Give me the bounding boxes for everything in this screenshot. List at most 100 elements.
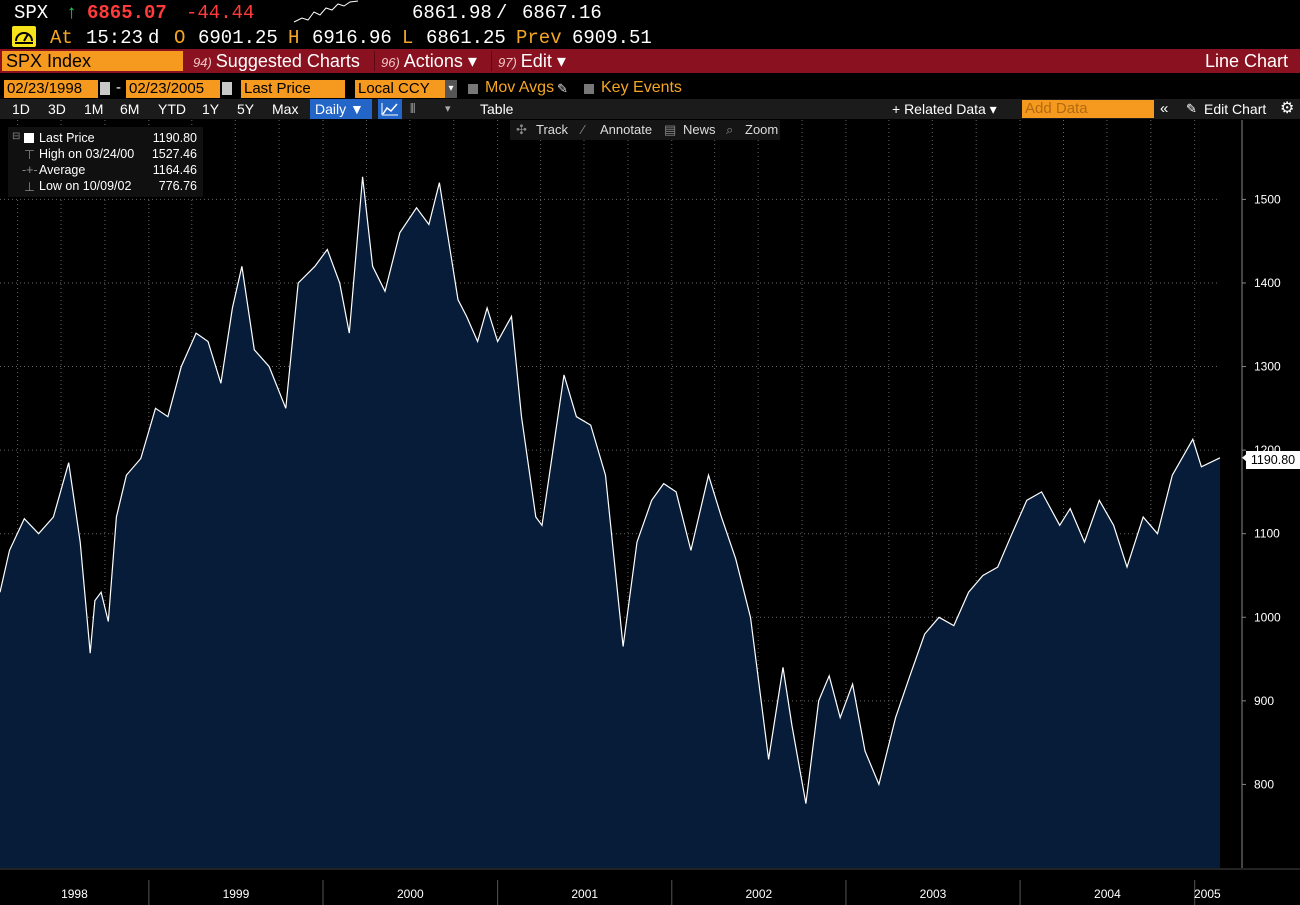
range-1d-button[interactable]: 1D bbox=[12, 101, 30, 117]
open-price: 6901.25 bbox=[198, 27, 278, 49]
y-tick-label: 1100 bbox=[1254, 527, 1280, 541]
high-marker-icon: ⊤ bbox=[24, 148, 35, 162]
y-tick-label: 900 bbox=[1254, 694, 1274, 708]
gear-icon[interactable]: ⚙ bbox=[1280, 100, 1295, 117]
legend-low-value: 776.76 bbox=[158, 179, 197, 193]
y-tick-label: 800 bbox=[1254, 777, 1274, 791]
range-1m-button[interactable]: 1M bbox=[84, 101, 104, 117]
legend-low-label: Low on 10/09/02 bbox=[39, 179, 132, 193]
menu-edit[interactable]: 97) Edit ▾ bbox=[498, 49, 566, 73]
chart-type-title: Line Chart bbox=[1204, 51, 1288, 71]
menu-label: Actions ▾ bbox=[403, 51, 477, 71]
menu-number: 97) bbox=[498, 55, 517, 70]
quote-header: SPX ↑ 6865.07 -44.44 6861.98 / 6867.16 bbox=[0, 0, 1300, 25]
range-ytd-button[interactable]: YTD bbox=[158, 101, 186, 117]
pencil-icon[interactable]: ✎ bbox=[557, 81, 568, 96]
zoom-tool[interactable]: Zoom bbox=[745, 122, 779, 137]
y-tick-label: 1000 bbox=[1254, 610, 1281, 624]
prev-price: 6909.51 bbox=[572, 27, 652, 49]
current-price-label: 1190.80 bbox=[1246, 451, 1300, 469]
field-select[interactable]: Last Price bbox=[241, 80, 345, 98]
price-chart[interactable]: 8009001000110012001300140015001998199920… bbox=[0, 120, 1300, 905]
date-range-dash: - bbox=[116, 79, 121, 96]
x-tick-label: 2002 bbox=[746, 887, 773, 901]
y-tick-label: 1500 bbox=[1254, 192, 1281, 206]
x-tick-label: 2004 bbox=[1094, 887, 1121, 901]
legend-high-value: 1527.46 bbox=[151, 147, 197, 161]
mov-avgs-label[interactable]: Mov Avgs bbox=[485, 79, 555, 96]
range-3d-button[interactable]: 3D bbox=[48, 101, 66, 117]
prev-label: Prev bbox=[516, 27, 562, 49]
bar-chart-icon[interactable]: ⫴ bbox=[410, 101, 416, 116]
currency-select[interactable]: Local CCY bbox=[355, 80, 445, 98]
calendar-icon[interactable] bbox=[100, 82, 110, 95]
news-icon: ▤ bbox=[664, 122, 677, 137]
low-label: L bbox=[402, 27, 414, 49]
menu-suggested-charts[interactable]: 94) Suggested Charts bbox=[193, 49, 360, 73]
series-swatch bbox=[24, 133, 34, 143]
key-events-checkbox[interactable] bbox=[584, 84, 594, 94]
range-5y-button[interactable]: 5Y bbox=[237, 101, 255, 117]
start-date-input[interactable]: 02/23/1998 bbox=[4, 80, 98, 98]
ask-price: 6867.16 bbox=[522, 2, 602, 24]
key-events-label[interactable]: Key Events bbox=[601, 79, 682, 96]
title-bar bbox=[0, 49, 1300, 73]
edit-chart-button[interactable]: Edit Chart bbox=[1204, 101, 1267, 117]
legend-average-value: 1164.46 bbox=[152, 163, 197, 177]
crosshair-icon: ✣ bbox=[516, 122, 527, 137]
x-tick-label: 2003 bbox=[920, 887, 947, 901]
bid-ask-separator: / bbox=[496, 2, 508, 24]
up-arrow-icon: ↑ bbox=[66, 2, 78, 24]
pencil-icon[interactable]: ✎ bbox=[1186, 101, 1197, 116]
range-max-button[interactable]: Max bbox=[272, 101, 299, 117]
legend-average-label: Average bbox=[39, 163, 86, 177]
quote-time: 15:23 bbox=[86, 27, 144, 49]
legend-last-value: 1190.80 bbox=[152, 131, 197, 145]
at-label: At bbox=[50, 27, 73, 49]
chevron-down-icon[interactable]: ▾ bbox=[445, 103, 451, 115]
y-tick-label: 1400 bbox=[1254, 276, 1281, 290]
menu-label: Suggested Charts bbox=[215, 51, 360, 71]
menu-number: 94) bbox=[193, 55, 212, 70]
x-tick-label: 1998 bbox=[61, 887, 88, 901]
menu-label: Edit ▾ bbox=[520, 51, 566, 71]
zoom-icon: ⌕ bbox=[726, 122, 734, 137]
collapse-icon[interactable]: « bbox=[1160, 100, 1169, 117]
frequency-label: Daily ▼ bbox=[315, 101, 364, 117]
ticker-symbol[interactable]: SPX bbox=[14, 2, 49, 24]
security-input[interactable]: SPX Index bbox=[2, 51, 183, 71]
table-button[interactable]: Table bbox=[480, 101, 514, 117]
frequency-select[interactable] bbox=[310, 99, 372, 119]
related-data-button[interactable]: + Related Data ▾ bbox=[892, 101, 997, 117]
menu-number: 96) bbox=[381, 55, 400, 70]
range-1y-button[interactable]: 1Y bbox=[202, 101, 220, 117]
last-price: 6865.07 bbox=[87, 2, 167, 24]
annotate-tool[interactable]: Annotate bbox=[600, 122, 653, 137]
collapse-legend-icon[interactable]: ⊟ bbox=[12, 131, 21, 142]
add-data-input[interactable]: Add Data bbox=[1022, 100, 1154, 118]
y-tick-label: 1300 bbox=[1254, 360, 1281, 374]
line-chart-icon[interactable] bbox=[378, 99, 402, 119]
gauge-icon[interactable] bbox=[12, 26, 36, 47]
low-price: 6861.25 bbox=[426, 27, 506, 49]
legend-high-label: High on 03/24/00 bbox=[39, 147, 135, 161]
chevron-down-icon[interactable]: ▾ bbox=[445, 80, 457, 98]
net-change: -44.44 bbox=[186, 2, 255, 24]
news-tool[interactable]: News bbox=[683, 122, 716, 137]
sparkline bbox=[293, 0, 359, 23]
high-price: 6916.96 bbox=[312, 27, 392, 49]
menu-divider bbox=[491, 51, 492, 71]
quote-detail-row: At 15:23 d O 6901.25 H 6916.96 L 6861.25… bbox=[0, 25, 1300, 49]
bid-price: 6861.98 bbox=[412, 2, 492, 24]
mov-avgs-checkbox[interactable] bbox=[468, 84, 478, 94]
legend-box bbox=[8, 127, 203, 197]
calendar-icon[interactable] bbox=[222, 82, 232, 95]
track-tool[interactable]: Track bbox=[536, 122, 569, 137]
menu-actions[interactable]: 96) Actions ▾ bbox=[381, 49, 477, 73]
high-label: H bbox=[288, 27, 300, 49]
range-6m-button[interactable]: 6M bbox=[120, 101, 140, 117]
x-tick-label: 1999 bbox=[223, 887, 250, 901]
x-tick-label: 2001 bbox=[571, 887, 598, 901]
end-date-input[interactable]: 02/23/2005 bbox=[126, 80, 220, 98]
average-marker-icon: -+- bbox=[22, 163, 38, 177]
